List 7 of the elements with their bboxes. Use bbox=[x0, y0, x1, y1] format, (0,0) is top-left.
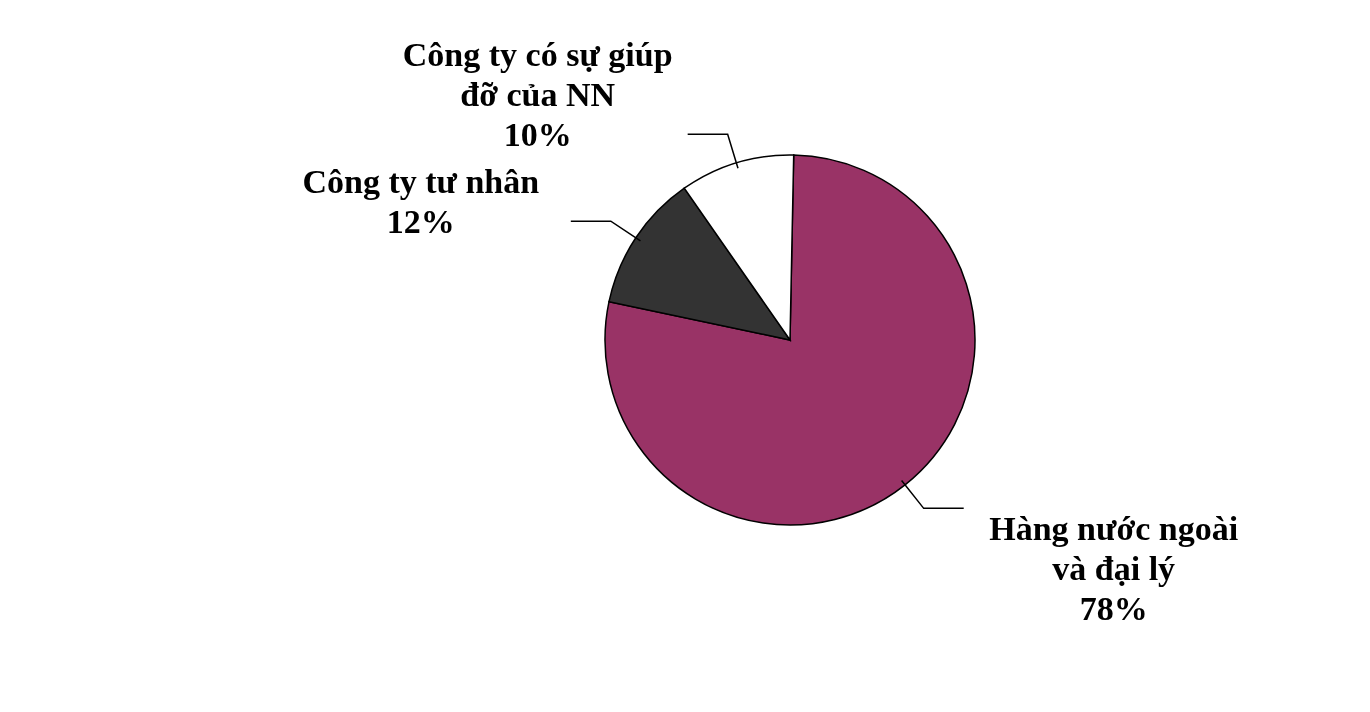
data-label: 10% bbox=[503, 116, 572, 154]
data-label: 12% bbox=[386, 203, 455, 241]
slice-label: Công ty có sự giúp đỡ của NN bbox=[402, 36, 673, 114]
slice-label: Hàng nước ngoài và đại lý bbox=[989, 510, 1239, 588]
slice-label: Công ty tư nhân bbox=[302, 163, 540, 201]
pie-slice bbox=[604, 154, 976, 526]
data-label: 78% bbox=[1079, 590, 1148, 628]
